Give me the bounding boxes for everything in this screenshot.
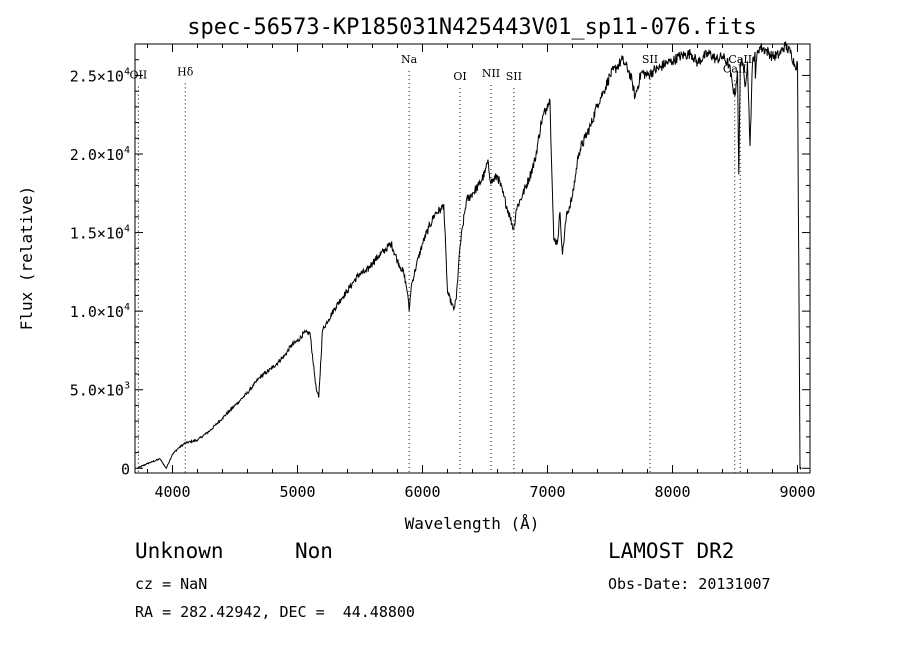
marker-label-6: SII xyxy=(642,53,658,66)
marker-label-2: Na xyxy=(401,53,418,66)
x-tick-label-3: 7000 xyxy=(529,483,565,501)
x-axis-label: Wavelength (Å) xyxy=(405,514,540,533)
x-tick-label-2: 6000 xyxy=(404,483,440,501)
y-tick-label-3: 1.5×104 xyxy=(70,224,130,243)
subclass-label: Non xyxy=(295,539,333,563)
y-tick-label-1: 5.0×103 xyxy=(70,381,130,400)
obs-date-text: Obs-Date: 20131007 xyxy=(608,575,771,593)
x-tick-label-1: 5000 xyxy=(279,483,315,501)
cz-text: cz = NaN xyxy=(135,575,208,593)
marker-label-4: NII xyxy=(482,67,500,80)
marker-label-1: Hδ xyxy=(177,65,194,78)
y-tick-label-0: 0 xyxy=(121,460,130,478)
spectrum-series-line xyxy=(137,41,802,470)
chart-title: spec-56573-KP185031N425443V01_sp11-076.f… xyxy=(187,15,757,40)
y-tick-label-2: 1.0×104 xyxy=(70,302,130,321)
x-axis: 4000 5000 6000 7000 8000 9000 xyxy=(147,44,816,501)
y-tick-label-5: 2.5×104 xyxy=(70,66,130,85)
y-tick-label-4: 2.0×104 xyxy=(70,145,130,164)
survey-label: LAMOST DR2 xyxy=(608,539,735,563)
marker-label-8: CaII xyxy=(728,53,752,66)
y-axis: 0 5.0×103 1.0×104 1.5×104 2.0×104 2.5×104 xyxy=(70,59,810,478)
ra-dec-text: RA = 282.42942, DEC = 44.48800 xyxy=(135,603,415,621)
class-label: Unknown xyxy=(135,539,224,563)
marker-label-5: SII xyxy=(506,70,522,83)
x-tick-label-0: 4000 xyxy=(154,483,190,501)
y-axis-label: Flux (relative) xyxy=(17,186,36,331)
marker-label-3: OI xyxy=(453,70,466,83)
x-tick-label-4: 8000 xyxy=(654,483,690,501)
x-tick-label-5: 9000 xyxy=(779,483,815,501)
plot-frame xyxy=(134,43,811,474)
